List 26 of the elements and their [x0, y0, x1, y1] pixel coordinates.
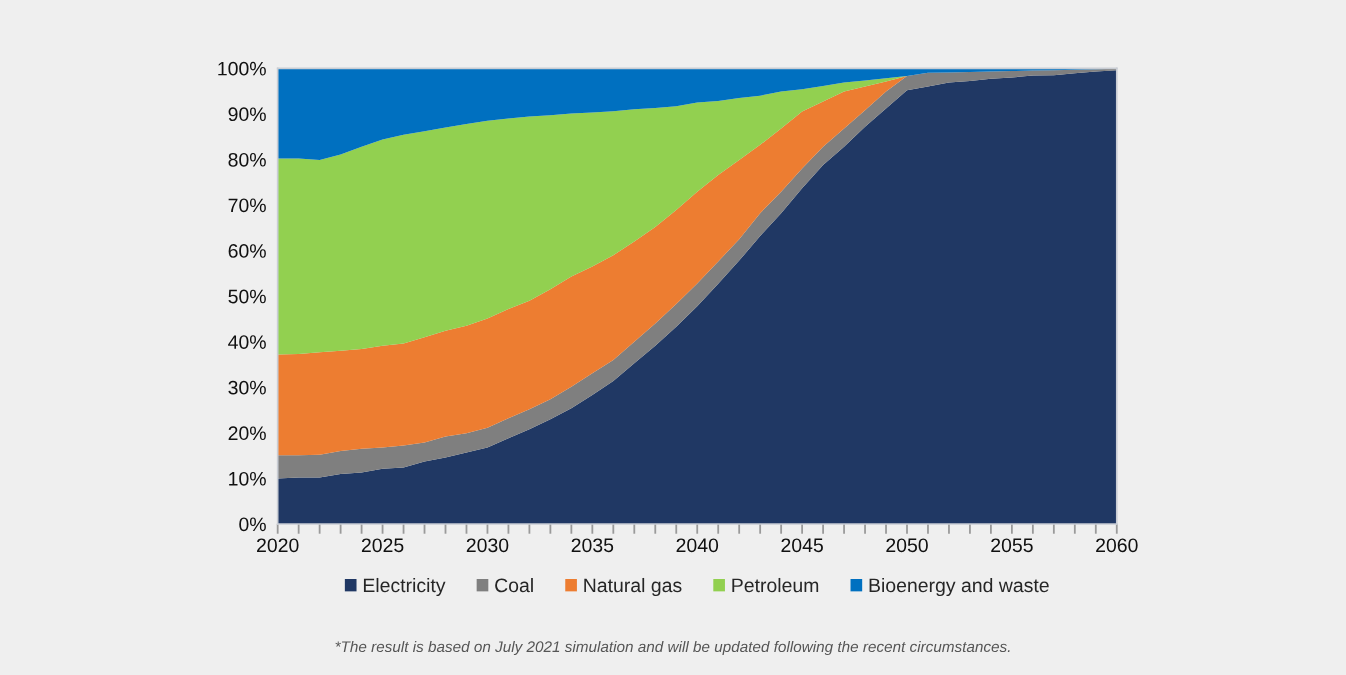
- y-tick-label: 70%: [228, 198, 266, 213]
- x-tick-label: 2040: [676, 538, 719, 553]
- legend-label: Bioenergy and waste: [869, 577, 1049, 597]
- x-tick-label: 2030: [466, 538, 509, 553]
- y-tick-label: 40%: [228, 335, 266, 349]
- x-tick-label: 2055: [991, 538, 1033, 553]
- legend-label: Petroleum: [732, 577, 819, 593]
- y-tick-label: 50%: [228, 289, 266, 304]
- x-tick-label: 2060: [1096, 538, 1138, 553]
- x-tick-label: 2045: [781, 538, 823, 553]
- x-tick-label: 2050: [886, 538, 928, 553]
- x-tick-label: 2020: [257, 538, 299, 553]
- x-tick-label: 2035: [571, 538, 614, 553]
- y-tick-label: 10%: [229, 471, 266, 486]
- y-tick-label: 0%: [239, 517, 266, 532]
- legend-label: Natural gas: [584, 577, 682, 597]
- y-tick-label: 90%: [228, 107, 266, 122]
- x-tick-label: 2025: [361, 538, 404, 553]
- legend-label: Electricity: [363, 577, 446, 597]
- y-tick-label: 100%: [218, 61, 266, 76]
- y-tick-label: 30%: [228, 380, 266, 395]
- text: *The result is based on July 2021 simulation and will be updated following the recent circumstances.: [335, 640, 1010, 656]
- y-tick-label: 20%: [228, 426, 266, 441]
- y-tick-label: 80%: [228, 152, 266, 167]
- y-tick-label: 60%: [228, 244, 266, 258]
- legend-label: Coal: [495, 577, 533, 593]
